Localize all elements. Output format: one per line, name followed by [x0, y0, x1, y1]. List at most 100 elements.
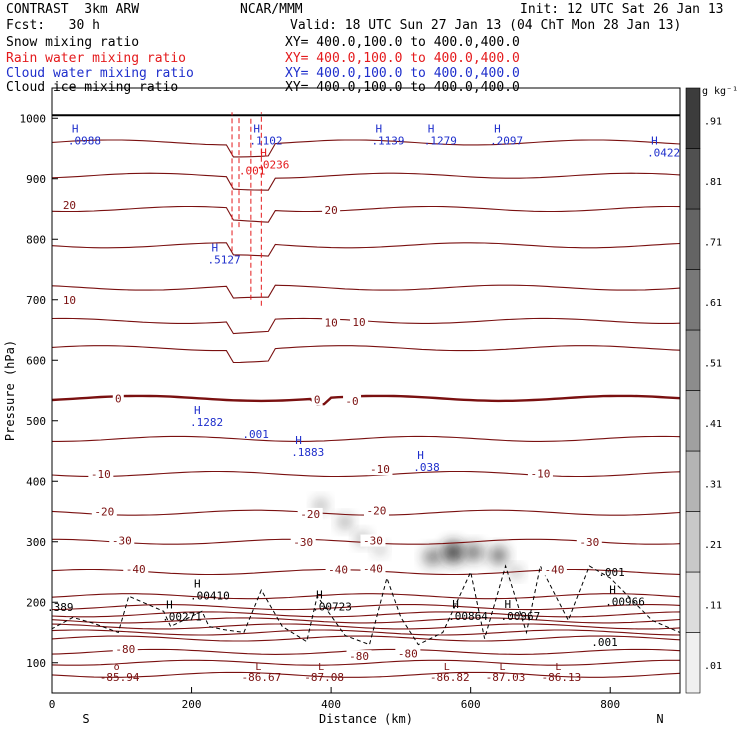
cloud-water-maximum-mark: H: [417, 449, 424, 462]
isotherm-label-bg: [360, 534, 386, 547]
isotherm-label: -30: [363, 535, 383, 548]
x-tick-label: 600: [461, 698, 481, 711]
x-axis-label: Distance (km): [319, 712, 413, 726]
isotherm-line: [52, 623, 680, 630]
isotherm-line: [52, 394, 680, 406]
minimum-value: -85.94: [100, 671, 140, 684]
ice-maximum-mark: H: [505, 598, 512, 611]
init-time: Init: 12 UTC Sat 26 Jan 13: [520, 2, 724, 17]
snow-plume: [465, 543, 484, 562]
colorbar-label: .91: [704, 116, 722, 127]
isotherm-line: [52, 242, 680, 257]
snow-plume: [423, 547, 442, 566]
x-tick-label: 400: [321, 698, 341, 711]
forecast-hour: Fcst: 30 h: [6, 18, 100, 33]
isotherm-label: -10: [91, 468, 111, 481]
isotherm-label-bg: [346, 650, 372, 663]
cloud-water-maximum-value: .1282: [190, 416, 223, 429]
colorbar-label: .11: [704, 600, 722, 611]
isotherm-label: -30: [293, 536, 313, 549]
isotherm-label-bg: [60, 293, 79, 306]
cloud-water-maximum-mark: H: [295, 434, 302, 447]
isotherm-label: 0: [314, 394, 321, 407]
isotherm-label: -30: [579, 536, 599, 549]
isotherm-label: 10: [324, 317, 337, 330]
isotherm-line: [52, 139, 680, 158]
colorbar-label: .81: [704, 177, 722, 188]
isotherm-line: [52, 604, 680, 611]
ice-maximum-mark: H: [452, 598, 459, 611]
isotherm-label-bg: [527, 467, 553, 480]
y-tick-label: 300: [26, 536, 46, 549]
y-tick-label: 400: [26, 475, 46, 488]
field-xy-snow: XY= 400.0,100.0 to 400.0,400.0: [285, 35, 520, 50]
y-tick-label: 200: [26, 596, 46, 609]
cloud-water-maximum-mark: H: [194, 404, 201, 417]
isotherm-label-bg: [350, 316, 369, 329]
ice-maximum-value: .00271: [162, 611, 202, 624]
cloud-water-maximum-value: .1883: [291, 446, 324, 459]
isotherm-line: [52, 470, 680, 478]
rain-maximum-value: .0236: [256, 159, 289, 172]
field-xy-cloud-water: XY= 400.0,100.0 to 400.0,400.0: [285, 66, 520, 81]
isotherm-label: -80: [398, 648, 418, 661]
isotherm-label: -80: [115, 643, 135, 656]
isotherm-label: 10: [63, 294, 76, 307]
y-tick-label: 100: [26, 657, 46, 670]
model-title: CONTRAST 3km ARW: [6, 2, 140, 17]
minimum-mark: L: [318, 662, 324, 673]
isotherm-line: [52, 635, 680, 642]
cloud-water-maximum-mark: H: [428, 122, 435, 135]
ice-maximum-value: .00864: [448, 610, 488, 623]
isotherm-label: 20: [324, 204, 337, 217]
cloud-water-maximum-value: .2097: [490, 134, 523, 147]
isotherm-label: 20: [63, 199, 76, 212]
ice-maximum-value: .001: [598, 566, 625, 579]
colorbar-segment: [685, 390, 701, 452]
colorbar-segment: [685, 329, 701, 391]
minimum-value: -86.67: [241, 671, 281, 684]
isotherm-label-bg: [297, 507, 323, 520]
ice-maximum-value: .00723: [312, 600, 352, 613]
y-tick-label: 1000: [20, 112, 47, 125]
colorbar-segment: [685, 87, 701, 149]
isotherm-label: 0: [115, 392, 122, 405]
isotherm-label: -40: [328, 564, 348, 577]
colorbar-label: .71: [704, 237, 722, 248]
field-name-snow: Snow mixing ratio: [6, 35, 140, 50]
isotherm-line: [52, 671, 680, 678]
cloud-water-maximum-value: .0988: [68, 134, 101, 147]
ice-maximum-value: .00967: [501, 610, 541, 623]
colorbar-segment: [685, 208, 701, 270]
isotherm-label-bg: [112, 642, 138, 655]
isotherm-label-bg: [290, 535, 316, 548]
colorbar-segment: [685, 571, 701, 633]
org-label: NCAR/MMM: [240, 2, 303, 17]
cloud-water-maximum-value: .1102: [249, 134, 282, 147]
ice-maximum-value: .00966: [605, 595, 645, 608]
isotherm-label: -0: [345, 395, 358, 408]
cloud-water-maximum-value: .0422: [647, 147, 680, 160]
isotherm-label-bg: [123, 562, 149, 575]
isotherm-label-bg: [91, 505, 117, 518]
snow-plume: [442, 541, 465, 564]
field-xy-rain: XY= 400.0,100.0 to 400.0,400.0: [285, 51, 520, 66]
isotherm-line: [52, 629, 680, 636]
colorbar-label: .61: [704, 298, 722, 309]
y-tick-label: 900: [26, 173, 46, 186]
ice-maximum-value: .001: [591, 636, 618, 649]
cloud-water-maximum-mark: H: [375, 122, 382, 135]
rain-maximum-mark: H: [260, 147, 267, 160]
rain-maximum-value: .001: [239, 165, 266, 178]
isotherm-label-bg: [343, 394, 362, 407]
minimum-value: -87.03: [486, 671, 526, 684]
isotherm-label-bg: [541, 563, 567, 576]
isotherm-line: [52, 284, 680, 299]
isotherm-label-bg: [576, 535, 602, 548]
ice-maximum-mark: H: [194, 577, 201, 590]
cloud-water-maximum-value: .1279: [424, 134, 457, 147]
isotherm-line: [52, 205, 680, 223]
minimum-mark: o: [114, 662, 120, 673]
cloud-water-maximum-value: .038: [413, 461, 440, 474]
